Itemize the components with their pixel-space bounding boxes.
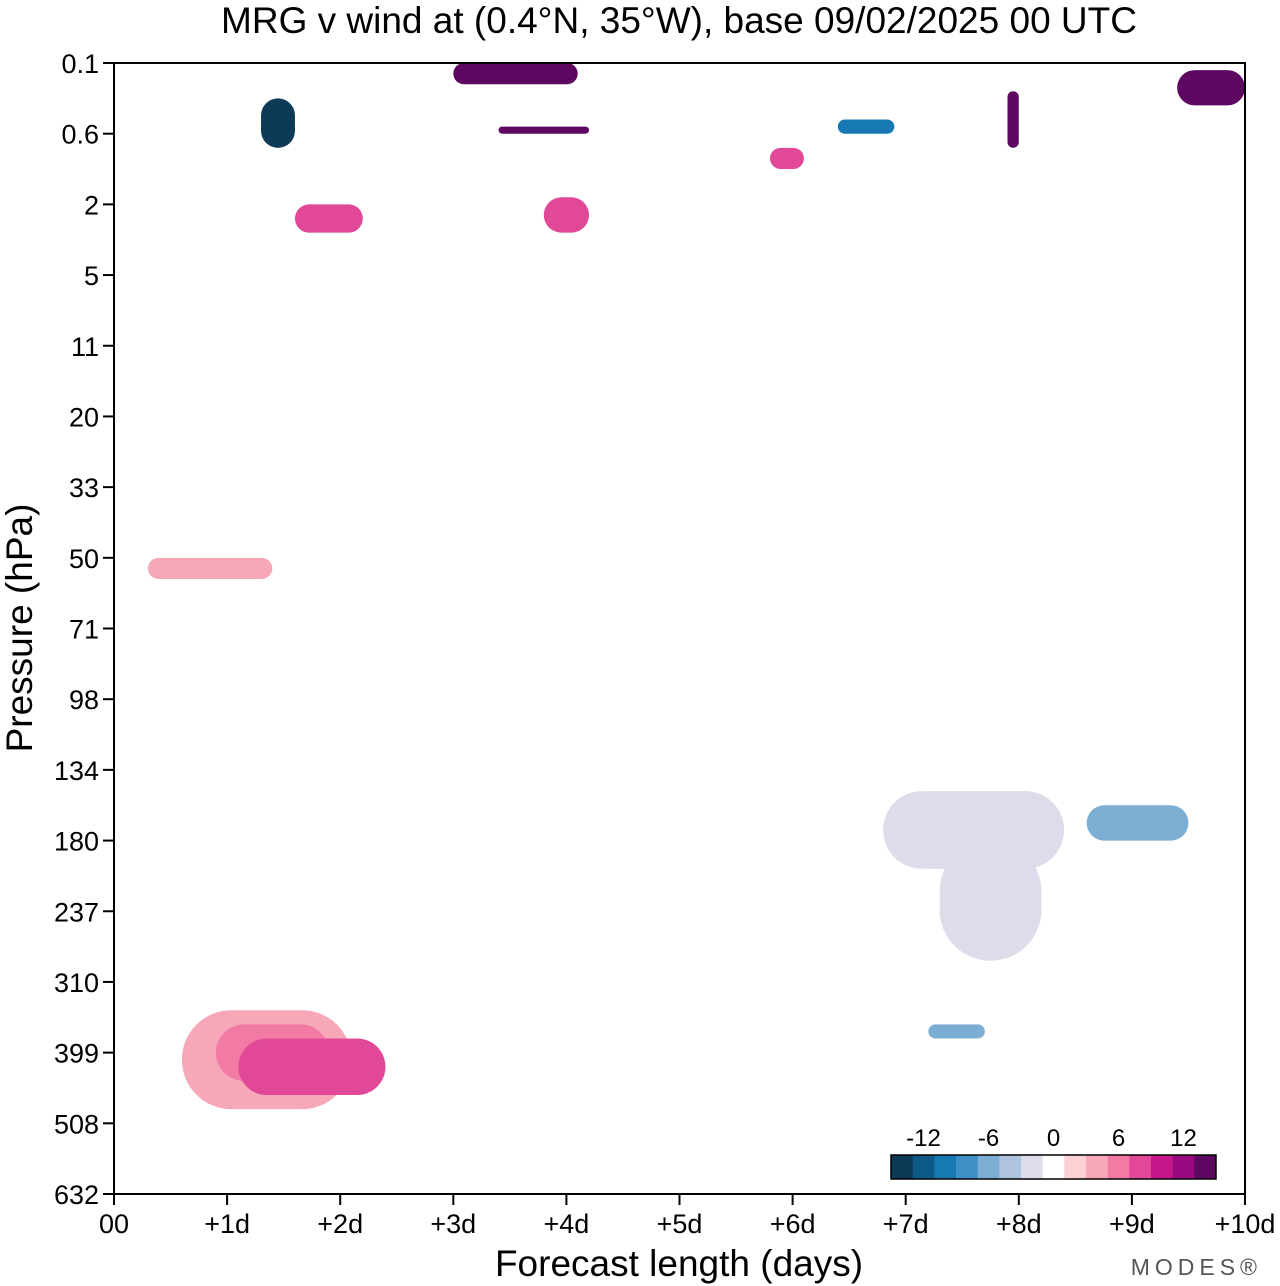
colorbar: -12 -6 0 6 12 xyxy=(887,1115,1220,1187)
colorbar-swatch xyxy=(891,1155,914,1179)
contour-field xyxy=(147,63,1245,1110)
colorbar-swatch xyxy=(1086,1155,1109,1179)
contour-region xyxy=(1086,805,1189,841)
colorbar-swatch xyxy=(956,1155,979,1179)
colorbar-swatch xyxy=(1172,1155,1195,1179)
contour-region xyxy=(238,1038,386,1096)
colorbar-label: -6 xyxy=(978,1125,999,1152)
colorbar-swatch xyxy=(1151,1155,1174,1179)
y-axis: 0.1 0.6 2 5 11 20 33 50 71 98 134 180 237 310 399 508 63… xyxy=(54,49,114,1210)
x-tick-label: +1d xyxy=(204,1209,250,1239)
y-tick-label: 134 xyxy=(54,756,99,786)
x-tick-label: +7d xyxy=(883,1209,929,1239)
x-tick-label: +5d xyxy=(657,1209,703,1239)
x-tick-label: 00 xyxy=(99,1209,129,1239)
colorbar-swatch xyxy=(1042,1155,1065,1179)
y-tick-label: 180 xyxy=(54,827,99,857)
y-tick-label: 50 xyxy=(69,544,99,574)
y-tick-label: 71 xyxy=(69,615,99,645)
contour-region xyxy=(498,126,590,134)
plot-background xyxy=(114,63,1245,1194)
contour-region xyxy=(1007,91,1019,148)
contour-region xyxy=(928,1024,985,1039)
colorbar-label: 0 xyxy=(1047,1125,1060,1152)
colorbar-swatch xyxy=(1064,1155,1087,1179)
y-tick-label: 20 xyxy=(69,402,99,432)
y-tick-label: 0.6 xyxy=(61,120,99,150)
colorbar-swatch xyxy=(999,1155,1022,1179)
colorbar-label: 6 xyxy=(1112,1125,1125,1152)
colorbar-frame xyxy=(890,1154,1217,1180)
y-tick-label: 399 xyxy=(54,1039,99,1069)
colorbar-swatch xyxy=(912,1155,935,1179)
x-tick-label: +8d xyxy=(996,1209,1042,1239)
chart-title: MRG v wind at (0.4°N, 35°W), base 09/02/… xyxy=(221,0,1137,41)
y-tick-label: 508 xyxy=(54,1109,99,1139)
y-tick-label: 0.1 xyxy=(61,49,99,79)
contour-region xyxy=(769,147,804,170)
contour-region xyxy=(147,557,273,580)
x-axis: 00 +1d +2d +3d +4d +5d +6d +7d +8d +9d +10d xyxy=(99,1194,1275,1239)
y-tick-label: 2 xyxy=(84,190,99,220)
y-tick-label: 632 xyxy=(54,1180,99,1210)
colorbar-swatch xyxy=(1194,1155,1217,1179)
colorbar-label: -12 xyxy=(906,1125,941,1152)
modes-logo: MODES® xyxy=(1131,1254,1262,1280)
x-tick-label: +9d xyxy=(1109,1209,1155,1239)
y-tick-label: 5 xyxy=(84,261,99,291)
y-tick-label: 98 xyxy=(69,685,99,715)
contour-region xyxy=(294,204,363,233)
x-tick-label: +2d xyxy=(317,1209,363,1239)
contour-region xyxy=(1177,70,1245,106)
x-tick-label: +3d xyxy=(430,1209,476,1239)
x-tick-label: +4d xyxy=(543,1209,589,1239)
contour-region xyxy=(453,63,578,85)
colorbar-swatch xyxy=(1129,1155,1152,1179)
y-axis-label: Pressure (hPa) xyxy=(0,504,40,753)
colorbar-swatch xyxy=(934,1155,957,1179)
colorbar-swatch xyxy=(977,1155,1000,1179)
y-tick-label: 33 xyxy=(69,473,99,503)
y-tick-label: 310 xyxy=(54,968,99,998)
x-tick-label: +10d xyxy=(1215,1209,1276,1239)
y-tick-label: 11 xyxy=(71,332,99,362)
colorbar-label: 12 xyxy=(1170,1125,1197,1152)
contour-region xyxy=(837,119,895,134)
colorbar-swatch xyxy=(1107,1155,1130,1179)
colorbar-swatch xyxy=(1021,1155,1044,1179)
contour-region xyxy=(543,197,590,233)
x-axis-label: Forecast length (days) xyxy=(495,1243,863,1284)
contour-region xyxy=(261,98,295,148)
contour-region xyxy=(939,840,1042,961)
y-tick-label: 237 xyxy=(54,897,99,927)
x-tick-label: +6d xyxy=(770,1209,816,1239)
